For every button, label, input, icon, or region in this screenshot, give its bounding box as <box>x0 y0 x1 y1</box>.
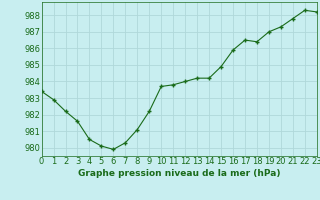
X-axis label: Graphe pression niveau de la mer (hPa): Graphe pression niveau de la mer (hPa) <box>78 169 280 178</box>
